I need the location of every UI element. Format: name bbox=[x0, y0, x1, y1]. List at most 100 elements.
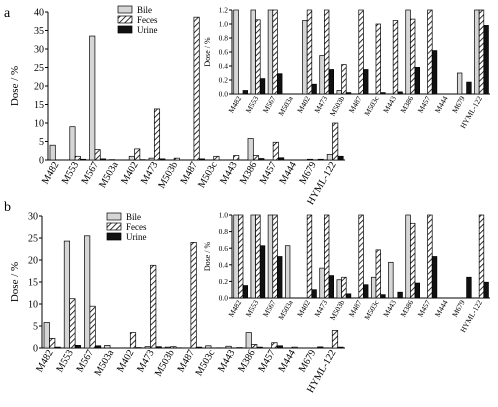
bar-bile bbox=[148, 157, 155, 161]
bar-feces bbox=[255, 214, 261, 299]
x-tick-label: M503c bbox=[362, 94, 381, 117]
x-tick-label: M503b bbox=[328, 298, 347, 321]
bar-feces bbox=[251, 344, 258, 349]
y-tick-label: 15 bbox=[34, 100, 44, 111]
x-tick-label: M457 bbox=[258, 160, 279, 186]
bar-bile bbox=[267, 214, 274, 299]
x-tick-label: M503a bbox=[97, 160, 121, 191]
bar-feces bbox=[271, 342, 278, 349]
bar-feces bbox=[331, 330, 339, 349]
bar-urine bbox=[466, 276, 472, 299]
bar-feces bbox=[324, 9, 330, 95]
bar-bile bbox=[474, 9, 480, 95]
bar-bile bbox=[405, 214, 411, 299]
bar-feces bbox=[272, 214, 278, 299]
x-tick-label: M553 bbox=[244, 94, 261, 114]
y-axis-label: Dose / % bbox=[9, 66, 21, 106]
bar-bile bbox=[49, 144, 56, 161]
bar-urine bbox=[414, 67, 421, 95]
bar-urine bbox=[195, 346, 203, 349]
bar-bile bbox=[84, 235, 91, 349]
x-tick-label: M679 bbox=[450, 94, 467, 114]
bar-bile bbox=[319, 55, 325, 95]
x-tick-label: M553 bbox=[244, 298, 261, 318]
x-tick-label: M402 bbox=[115, 348, 136, 374]
bar-bile bbox=[307, 158, 314, 161]
bar-bile bbox=[43, 322, 50, 349]
x-tick-label: M444 bbox=[433, 94, 450, 114]
x-tick-label: M482 bbox=[226, 298, 243, 318]
y-tick-label: 30 bbox=[34, 45, 44, 56]
bar-feces bbox=[324, 214, 330, 299]
panel-a-label: a bbox=[4, 6, 11, 21]
y-tick-label: 0 bbox=[39, 156, 44, 167]
legend-label-bile: Bile bbox=[126, 212, 141, 222]
y-tick-label: 0.2 bbox=[219, 76, 229, 85]
x-tick-label: M444 bbox=[433, 298, 450, 318]
y-tick-label: 10 bbox=[34, 119, 44, 130]
bar-feces bbox=[272, 9, 278, 95]
y-tick-label: 0.6 bbox=[219, 48, 229, 57]
y-tick-label: 1.0 bbox=[219, 211, 229, 220]
bar-feces bbox=[69, 298, 76, 349]
legend-label-feces: Feces bbox=[137, 15, 158, 25]
bar-feces bbox=[478, 214, 485, 299]
x-tick-label: M457 bbox=[416, 94, 433, 114]
bar-urine bbox=[337, 155, 344, 161]
bar-bile bbox=[284, 245, 291, 299]
x-tick-label: M386 bbox=[236, 348, 257, 374]
y-tick-label: 1.0 bbox=[219, 20, 229, 29]
legend-label-urine: Urine bbox=[126, 232, 147, 242]
bar-bile bbox=[267, 9, 274, 95]
bar-bile bbox=[250, 214, 256, 299]
y-tick-label: 0.2 bbox=[219, 277, 229, 286]
bar-feces bbox=[427, 9, 433, 95]
bar-urine bbox=[483, 25, 489, 95]
y-tick-label: 25 bbox=[28, 234, 38, 245]
y-tick-label: 35 bbox=[34, 26, 44, 37]
bar-urine bbox=[276, 345, 283, 349]
y-tick-label: 0.8 bbox=[219, 34, 229, 43]
bar-urine bbox=[259, 245, 266, 299]
bar-urine bbox=[328, 69, 335, 95]
x-tick-label: M553 bbox=[60, 160, 81, 186]
legend-swatch-urine bbox=[106, 232, 122, 241]
bar-bile bbox=[89, 35, 96, 161]
bar-bile bbox=[405, 9, 411, 95]
bar-urine bbox=[380, 92, 386, 95]
x-tick-label: M473 bbox=[312, 298, 329, 318]
bar-urine bbox=[242, 285, 249, 299]
bar-urine bbox=[397, 291, 403, 299]
x-tick-label: M386 bbox=[238, 160, 259, 186]
bar-bile bbox=[336, 279, 342, 299]
x-tick-label: M503a bbox=[93, 348, 117, 379]
bar-urine bbox=[363, 284, 369, 299]
bar-feces bbox=[74, 155, 81, 161]
x-tick-label: M482 bbox=[226, 94, 243, 114]
bar-feces bbox=[170, 346, 177, 349]
x-tick-label: M679 bbox=[450, 298, 467, 318]
bar-feces bbox=[341, 276, 347, 299]
y-tick-label: 25 bbox=[34, 63, 44, 74]
y-tick-label: 0.0 bbox=[219, 294, 229, 303]
x-tick-label: M567 bbox=[261, 298, 278, 318]
bar-feces bbox=[233, 155, 240, 161]
bar-bile bbox=[128, 155, 135, 161]
x-tick-label: M386 bbox=[398, 298, 415, 318]
bar-urine bbox=[198, 158, 205, 161]
legend-swatch-feces bbox=[106, 222, 122, 231]
bar-bile bbox=[370, 276, 377, 299]
bar-urine bbox=[311, 289, 317, 299]
bar-feces bbox=[410, 222, 416, 299]
y-tick-label: 10 bbox=[28, 300, 38, 311]
bar-urine bbox=[278, 157, 285, 161]
legend-swatch-bile bbox=[106, 212, 122, 221]
x-tick-label: M457 bbox=[416, 298, 433, 318]
bar-urine bbox=[397, 91, 403, 95]
bar-bile bbox=[247, 138, 254, 161]
x-tick-label: M503c bbox=[362, 298, 381, 321]
bar-bile bbox=[205, 345, 212, 349]
bar-feces bbox=[213, 155, 220, 161]
x-tick-label: M503a bbox=[276, 298, 295, 321]
